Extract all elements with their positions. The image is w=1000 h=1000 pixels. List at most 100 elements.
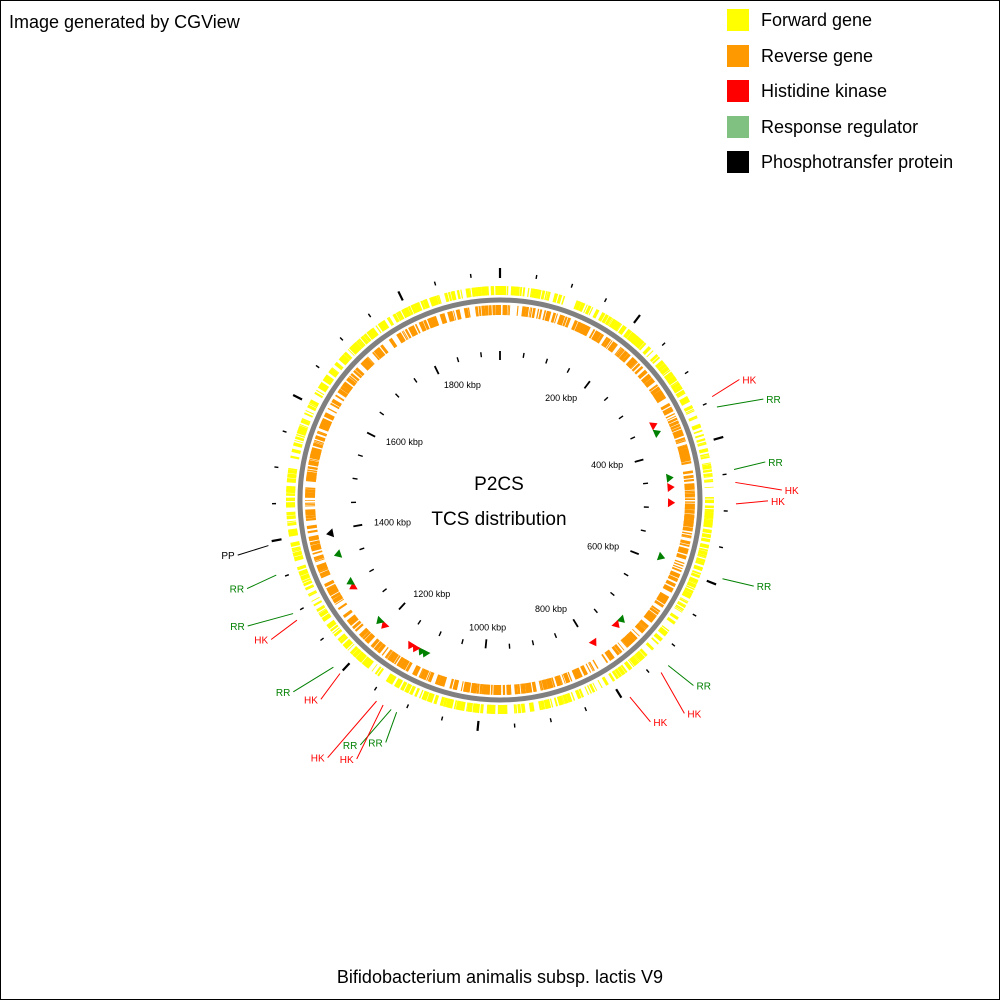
- feature-callout-line: [629, 696, 651, 723]
- forward-gene-block: [412, 304, 418, 313]
- reverse-gene-block: [441, 676, 447, 687]
- reverse-gene-block: [666, 415, 677, 421]
- forward-gene-block: [293, 554, 303, 559]
- hk-marker: [611, 619, 620, 628]
- forward-gene-block: [362, 657, 371, 666]
- forward-gene-block: [343, 351, 353, 360]
- reverse-gene-block: [481, 684, 486, 695]
- reverse-gene-block: [421, 321, 427, 331]
- reverse-gene-block: [662, 406, 672, 413]
- inner-tick: [369, 568, 375, 573]
- reverse-gene-block: [635, 624, 645, 633]
- forward-gene-block: [450, 291, 456, 301]
- forward-gene-block: [688, 415, 698, 421]
- forward-gene-block: [473, 287, 477, 297]
- forward-gene-block: [702, 528, 712, 533]
- forward-gene-block: [673, 385, 683, 393]
- forward-gene-block: [636, 651, 644, 660]
- forward-gene-block: [397, 311, 403, 321]
- reverse-gene-block: [373, 640, 382, 650]
- reverse-gene-block: [532, 681, 537, 692]
- forward-gene-block: [299, 424, 309, 429]
- forward-gene-block: [689, 576, 699, 583]
- reverse-gene-block: [419, 321, 426, 332]
- reverse-gene-block: [313, 442, 324, 447]
- reverse-gene-block: [531, 307, 536, 319]
- forward-gene-block: [294, 439, 304, 444]
- forward-gene-swatch: [727, 9, 749, 31]
- forward-gene-block: [532, 288, 537, 298]
- feature-callout-label: HK: [771, 497, 785, 508]
- forward-gene-block: [704, 511, 714, 514]
- inner-tick: [398, 602, 406, 611]
- reverse-gene-block: [588, 328, 596, 339]
- reverse-gene-block: [546, 678, 553, 689]
- forward-gene-block: [601, 676, 609, 686]
- forward-gene-block: [358, 654, 368, 663]
- reverse-gene-block: [311, 545, 322, 552]
- forward-gene-block: [698, 547, 709, 552]
- forward-gene-block: [370, 328, 378, 338]
- forward-gene-block: [699, 450, 709, 454]
- forward-gene-block: [674, 607, 683, 613]
- forward-gene-block: [358, 338, 366, 347]
- forward-gene-block: [549, 698, 554, 708]
- reverse-gene-block: [308, 459, 319, 464]
- forward-gene-block: [300, 573, 310, 580]
- reverse-gene-block: [346, 376, 357, 386]
- reverse-gene-block: [306, 471, 318, 476]
- forward-gene-block: [618, 325, 627, 335]
- map-title: P2CS: [474, 474, 524, 495]
- reverse-gene-block: [571, 669, 579, 680]
- forward-gene-block: [341, 355, 349, 363]
- outer-tick: [615, 688, 623, 699]
- reverse-gene-block: [639, 371, 648, 380]
- reverse-gene-block: [314, 439, 325, 444]
- forward-gene-block: [361, 656, 369, 665]
- reverse-gene-block: [314, 436, 326, 442]
- forward-gene-block: [540, 290, 546, 300]
- forward-gene-block: [424, 298, 430, 309]
- reverse-gene-block: [605, 340, 613, 349]
- forward-gene-block: [288, 529, 298, 535]
- forward-gene-block: [286, 478, 297, 482]
- feature-callout-line: [237, 545, 269, 556]
- forward-gene-block: [385, 673, 393, 683]
- reverse-gene-block: [479, 683, 483, 695]
- forward-gene-block: [589, 683, 596, 693]
- hk-marker: [667, 483, 675, 492]
- forward-gene-block: [668, 377, 678, 386]
- forward-gene-block: [700, 456, 710, 460]
- reverse-gene-block: [684, 483, 695, 486]
- reverse-gene-block: [667, 576, 678, 583]
- forward-gene-block: [702, 469, 713, 473]
- forward-gene-block: [413, 303, 419, 313]
- reverse-gene-block: [376, 346, 386, 357]
- forward-gene-block: [685, 408, 695, 414]
- reverse-gene-block: [594, 332, 602, 343]
- reverse-gene-block: [601, 653, 609, 664]
- reverse-gene-block: [683, 516, 695, 521]
- reverse-gene-block: [551, 677, 556, 688]
- reverse-gene-block: [484, 305, 489, 316]
- reverse-gene-block: [669, 573, 680, 579]
- outer-tick: [339, 336, 344, 341]
- reverse-gene-block: [330, 402, 340, 410]
- forward-gene-block: [482, 286, 486, 296]
- reverse-gene-block: [657, 594, 668, 603]
- inner-tick: [630, 436, 636, 440]
- reverse-gene-block: [571, 319, 577, 330]
- forward-gene-block: [697, 552, 707, 556]
- reverse-gene-block: [636, 623, 646, 632]
- reverse-gene-block: [466, 682, 472, 693]
- outer-tick: [661, 342, 666, 347]
- forward-gene-block: [414, 687, 421, 698]
- reverse-gene-block: [314, 556, 325, 562]
- forward-gene-block: [398, 310, 405, 320]
- rr-marker: [376, 615, 385, 625]
- reverse-gene-block: [662, 585, 673, 593]
- reverse-gene-block: [539, 680, 544, 691]
- reverse-gene-block: [470, 682, 476, 694]
- outer-tick: [671, 643, 676, 647]
- forward-gene-block: [625, 661, 633, 670]
